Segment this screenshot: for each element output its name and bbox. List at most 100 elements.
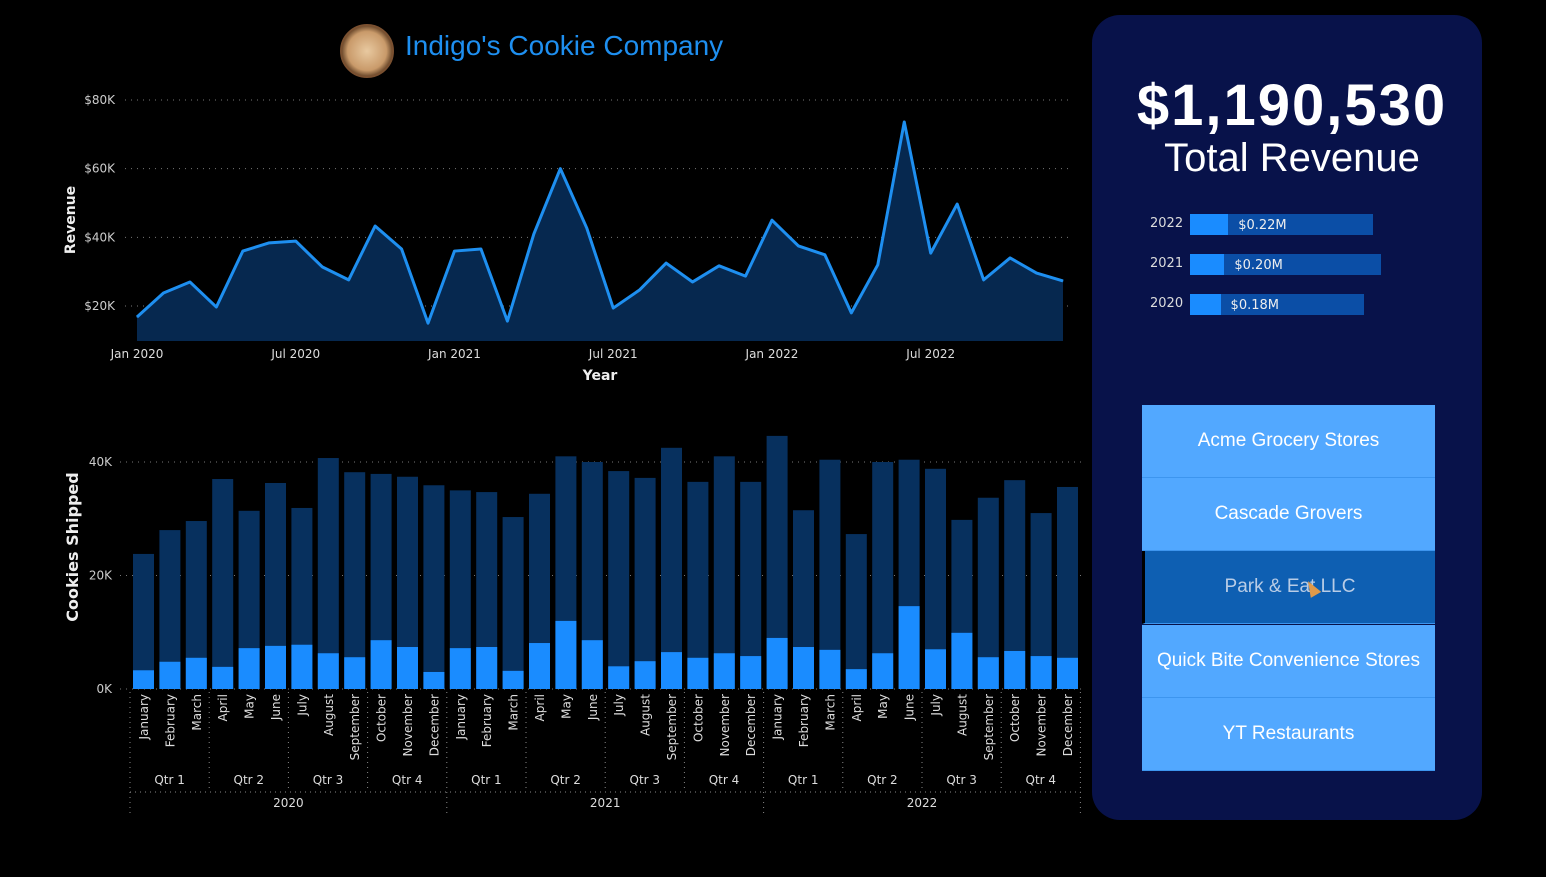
bar-highlight [423, 671, 445, 689]
data-point [692, 281, 694, 283]
month-label: June [269, 694, 283, 721]
quarter-label: Qtr 2 [867, 773, 898, 787]
bar-total [925, 468, 946, 689]
x-tick-label: Jan 2021 [427, 347, 481, 361]
year-revenue-bar[interactable] [1190, 254, 1381, 275]
bar-highlight [238, 648, 260, 689]
month-label: April [216, 694, 230, 721]
month-label: May [243, 694, 257, 719]
month-label: April [850, 694, 864, 721]
data-point [162, 292, 164, 294]
month-label: June [586, 694, 600, 721]
quarter-label: Qtr 3 [946, 773, 977, 787]
data-point [612, 307, 614, 309]
data-point [348, 279, 350, 281]
bar-total [581, 462, 603, 689]
bar-total [212, 479, 234, 689]
data-point [559, 168, 561, 170]
year-revenue-bar[interactable] [1190, 214, 1374, 235]
slicer-item[interactable]: Quick Bite Convenience Stores [1142, 624, 1435, 698]
year-label: 2021 [590, 796, 621, 810]
bar-highlight [159, 661, 181, 689]
revenue-area [137, 121, 1063, 342]
quarter-label: Qtr 4 [1026, 773, 1057, 787]
bar-total [793, 510, 814, 689]
data-point [1036, 272, 1038, 274]
data-point [295, 240, 297, 242]
bar-total [397, 476, 418, 689]
data-point [1009, 257, 1011, 259]
quarter-label: Qtr 4 [392, 773, 423, 787]
month-label: November [1035, 694, 1049, 756]
bar-highlight [265, 645, 286, 689]
total-revenue-value: $1,190,530 [1136, 73, 1448, 138]
month-label: March [823, 694, 837, 731]
y-axis-title: Cookies Shipped [63, 472, 82, 621]
bar-total [265, 482, 286, 689]
bar-total [845, 534, 867, 689]
data-point [268, 242, 270, 244]
data-point [824, 254, 826, 256]
slicer-item[interactable]: Acme Grocery Stores [1142, 405, 1435, 478]
bar-highlight [344, 657, 366, 689]
year-label: 2022 [907, 796, 938, 810]
data-point [506, 320, 508, 322]
bar-highlight [977, 657, 999, 689]
bar-highlight [766, 637, 788, 689]
data-point [374, 225, 376, 227]
total-revenue-label: Total Revenue [1164, 136, 1420, 180]
month-label: March [190, 694, 204, 731]
bar-total [423, 485, 445, 689]
bar-total [1030, 513, 1052, 689]
x-tick-label: Jul 2020 [270, 347, 320, 361]
month-label: May [559, 694, 573, 719]
y-tick-label: $60K [84, 162, 116, 176]
y-tick-label: 40K [89, 455, 113, 469]
quarter-label: Qtr 4 [709, 773, 740, 787]
year-revenue-value: $0.22M [1238, 218, 1287, 233]
slicer-item-label: Park & Eat LLC [1224, 576, 1356, 598]
bar-highlight [476, 647, 498, 689]
bar-highlight [581, 640, 603, 689]
y-tick-label: 20K [89, 569, 113, 583]
bar-total [687, 481, 709, 689]
month-label: October [375, 694, 389, 742]
month-label: November [401, 694, 415, 756]
data-point [930, 252, 932, 254]
bar-total [291, 507, 313, 689]
x-tick-label: Jan 2020 [110, 347, 164, 361]
year-revenue-bar[interactable] [1190, 294, 1364, 315]
month-label: August [639, 694, 653, 736]
bar-highlight [529, 643, 550, 689]
slicer-item[interactable]: YT Restaurants [1142, 697, 1435, 771]
month-label: October [1008, 694, 1022, 742]
quarter-label: Qtr 1 [788, 773, 819, 787]
bar-total [766, 435, 788, 689]
year-revenue-value: $0.20M [1234, 258, 1283, 273]
slicer-item[interactable]: Park & Eat LLC [1142, 551, 1435, 625]
data-point [136, 316, 138, 318]
data-point [189, 281, 191, 283]
month-label: July [929, 694, 943, 717]
slicer-item[interactable]: Cascade Grovers [1142, 478, 1435, 552]
data-point [533, 233, 535, 235]
data-point [427, 322, 429, 324]
bar-total [238, 510, 260, 689]
data-point [903, 121, 905, 123]
quarter-label: Qtr 2 [234, 773, 265, 787]
data-point [850, 312, 852, 314]
year-bar-label: 2020 [1150, 296, 1184, 311]
data-point [877, 264, 879, 266]
bar-highlight [133, 670, 154, 689]
data-point [453, 250, 455, 252]
bar-total [317, 458, 339, 689]
bar-highlight [634, 661, 656, 689]
x-axis-title: Year [582, 368, 618, 384]
quarter-label: Qtr 1 [154, 773, 185, 787]
revenue-line [135, 120, 1064, 325]
month-label: July [295, 694, 309, 717]
data-point [665, 262, 667, 264]
bar-total [502, 517, 524, 689]
month-label: December [744, 694, 758, 756]
bar-highlight [661, 652, 682, 689]
